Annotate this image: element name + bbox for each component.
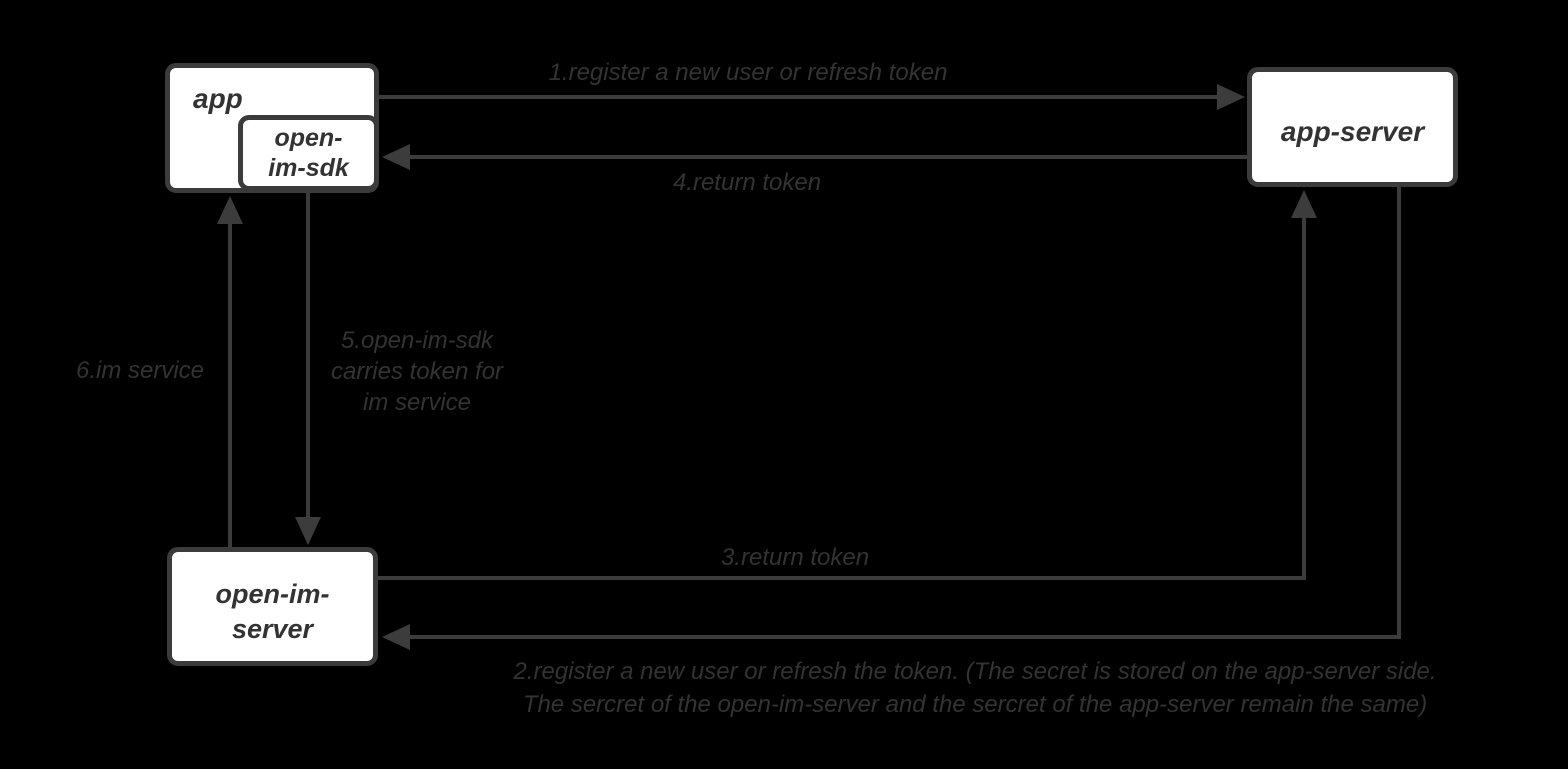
node-open-im-sdk-label-line1: open- <box>274 124 343 152</box>
arrow-4-head <box>382 144 410 170</box>
arrow-6-head <box>217 196 243 224</box>
edge-label-5-line3: im service <box>362 389 472 416</box>
arrow-2-line <box>406 187 1401 639</box>
node-app-server-label: app-server <box>1280 116 1425 147</box>
edge-label-register-refresh-token: 1.register a new user or refresh token <box>548 59 948 86</box>
arrow-5-head <box>295 517 321 545</box>
edge-label-return-token-3: 3.return token <box>720 544 870 571</box>
node-open-im-server: open-im- server <box>167 547 378 666</box>
arrow-1-head <box>1217 84 1245 110</box>
arrow-2-head <box>382 624 410 650</box>
edge-label-2-line2: The sercret of the open-im-server and th… <box>522 691 1428 718</box>
node-open-im-sdk-label-line2: im-sdk <box>268 154 349 182</box>
arrow-3-head <box>1291 190 1317 218</box>
edge-label-sdk-carries-token: 5.open-im-sdk carries token for im servi… <box>331 325 503 418</box>
node-app-label: app <box>193 83 243 114</box>
edge-label-return-token-4: 4.return token <box>672 169 822 196</box>
edge-label-register-refresh-secret-note: 2.register a new user or refresh the tok… <box>513 655 1436 721</box>
arrow-3-line <box>378 215 1306 580</box>
node-open-im-server-label-line2: server <box>231 613 314 644</box>
node-open-im-sdk: open- im-sdk <box>238 115 379 191</box>
edge-label-5-line2: carries token for <box>330 358 504 385</box>
edge-label-2-line1: 2.register a new user or refresh the tok… <box>513 658 1437 685</box>
node-app-server: app-server <box>1247 67 1458 187</box>
edge-label-5-line1: 5.open-im-sdk <box>340 327 494 354</box>
edge-label-im-service: 6.im service <box>75 357 205 384</box>
node-open-im-server-label-line1: open-im- <box>215 578 330 609</box>
